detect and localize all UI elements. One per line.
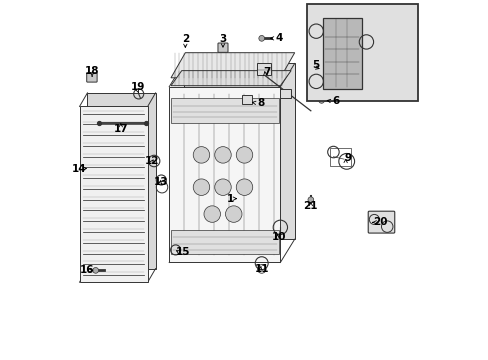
Text: 12: 12: [144, 156, 159, 166]
Polygon shape: [171, 53, 294, 78]
Polygon shape: [183, 63, 294, 239]
Circle shape: [236, 147, 252, 163]
FancyBboxPatch shape: [218, 43, 227, 52]
Circle shape: [258, 36, 264, 41]
Circle shape: [225, 206, 242, 222]
Circle shape: [214, 179, 231, 195]
Polygon shape: [87, 93, 155, 269]
Text: 17: 17: [113, 124, 128, 134]
Polygon shape: [171, 71, 290, 86]
Text: 15: 15: [175, 247, 190, 257]
Bar: [171, 230, 278, 253]
Polygon shape: [169, 87, 280, 262]
Text: 18: 18: [84, 66, 99, 76]
Text: 6: 6: [332, 96, 339, 106]
Bar: [257, 63, 271, 75]
Bar: [329, 148, 350, 166]
Polygon shape: [80, 107, 147, 282]
Circle shape: [307, 197, 313, 203]
Circle shape: [193, 147, 209, 163]
Text: 20: 20: [372, 217, 386, 227]
Text: 21: 21: [303, 201, 317, 211]
Circle shape: [193, 179, 209, 195]
FancyBboxPatch shape: [322, 18, 361, 89]
Text: 8: 8: [257, 98, 264, 108]
Text: 14: 14: [71, 163, 86, 174]
Text: 10: 10: [271, 232, 285, 242]
FancyBboxPatch shape: [86, 73, 97, 82]
Circle shape: [318, 98, 324, 103]
Circle shape: [93, 267, 99, 273]
Text: 7: 7: [263, 67, 270, 77]
Text: 3: 3: [219, 35, 226, 44]
Text: 16: 16: [80, 265, 95, 275]
Circle shape: [214, 147, 231, 163]
Text: 9: 9: [344, 153, 351, 163]
Text: 19: 19: [130, 82, 144, 93]
Text: 1: 1: [227, 194, 234, 204]
Bar: [306, 4, 418, 101]
Circle shape: [236, 179, 252, 195]
Bar: [171, 98, 278, 123]
Text: 4: 4: [275, 33, 283, 43]
Bar: [241, 95, 252, 104]
Text: 2: 2: [182, 35, 188, 44]
FancyBboxPatch shape: [367, 211, 394, 233]
Text: 5: 5: [311, 60, 319, 70]
Circle shape: [203, 206, 220, 222]
Bar: [280, 89, 290, 98]
Text: 11: 11: [254, 264, 268, 274]
Text: 13: 13: [154, 177, 168, 187]
